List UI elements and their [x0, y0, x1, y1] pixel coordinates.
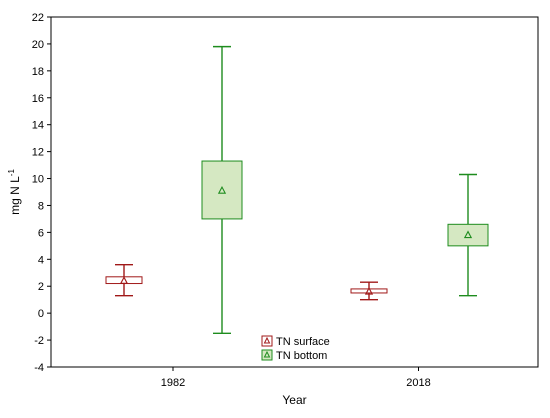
y-tick-label: 20 — [32, 39, 44, 51]
mean-marker — [364, 286, 374, 295]
box-1982-1 — [201, 160, 243, 220]
legend-label: TN bottom — [276, 350, 327, 362]
y-axis-label: mg N L-1 — [7, 169, 22, 215]
box-2018-0 — [350, 288, 388, 294]
y-tick-label: -2 — [34, 335, 44, 347]
mean-marker — [119, 276, 129, 284]
legend-label: TN surface — [276, 336, 330, 348]
y-tick-label: 16 — [32, 93, 44, 105]
y-tick-label: 22 — [32, 12, 44, 24]
legend-swatch — [261, 335, 273, 347]
y-tick-label: 0 — [38, 308, 44, 320]
x-tick-label: 1982 — [161, 377, 185, 389]
y-tick-label: 12 — [32, 147, 44, 159]
y-tick-label: -4 — [34, 362, 44, 374]
x-axis-label: Year — [282, 393, 306, 407]
mean-marker — [217, 185, 227, 194]
x-tick-label: 2018 — [406, 377, 430, 389]
box-2018-1 — [447, 223, 489, 247]
legend-marker — [263, 350, 271, 358]
legend-swatch — [261, 349, 273, 361]
y-tick-label: 4 — [38, 254, 44, 266]
y-tick-label: 6 — [38, 227, 44, 239]
y-tick-label: 14 — [32, 120, 44, 132]
y-tick-label: 2 — [38, 281, 44, 293]
y-tick-label: 8 — [38, 200, 44, 212]
y-tick-label: 18 — [32, 66, 44, 78]
y-axis-label-superscript: -1 — [7, 169, 16, 177]
legend-marker — [263, 336, 271, 344]
y-tick-label: 10 — [32, 174, 44, 186]
plot-frame — [50, 16, 539, 368]
mean-marker — [463, 230, 473, 239]
